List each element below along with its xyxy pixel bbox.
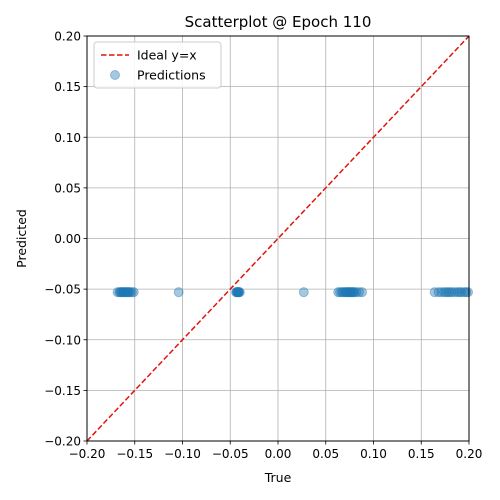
- prediction-point: [119, 287, 130, 298]
- ideal-line-layer: [86, 35, 470, 442]
- y-axis-title: Predicted: [14, 209, 29, 268]
- prediction-point: [298, 287, 309, 298]
- prediction-point: [115, 287, 126, 298]
- x-tick-label: −0.15: [116, 447, 153, 461]
- y-axis-ticks: −0.20 −0.15 −0.10 −0.05 0.00 0.05 0.10 0.15 0.20: [44, 30, 87, 449]
- prediction-point: [124, 287, 135, 298]
- prediction-point: [128, 287, 139, 298]
- legend-ideal-label: Ideal y=x: [137, 48, 197, 63]
- x-tick-label: 0.05: [312, 447, 339, 461]
- y-tick-label: −0.20: [44, 435, 81, 449]
- prediction-point: [454, 287, 465, 298]
- prediction-point: [118, 287, 129, 298]
- x-axis-ticks: −0.20 −0.15 −0.10 −0.05 0.00 0.05 0.10 0.15 0.20: [69, 441, 483, 461]
- x-tick-label: −0.05: [212, 447, 249, 461]
- prediction-point: [233, 287, 244, 298]
- y-tick-label: 0.20: [54, 30, 81, 44]
- prediction-point: [337, 287, 348, 298]
- x-tick-label: 0.10: [360, 447, 387, 461]
- prediction-point: [436, 287, 447, 298]
- prediction-point: [446, 287, 457, 298]
- prediction-point: [349, 287, 360, 298]
- prediction-point: [232, 287, 243, 298]
- prediction-point: [112, 287, 123, 298]
- y-tick-label: 0.05: [54, 181, 81, 195]
- prediction-point: [342, 287, 353, 298]
- prediction-points: [112, 287, 474, 298]
- x-tick-label: 0.20: [456, 447, 483, 461]
- x-tick-label: 0.15: [408, 447, 435, 461]
- prediction-point: [461, 287, 472, 298]
- prediction-point: [231, 287, 242, 298]
- prediction-point: [339, 287, 350, 298]
- y-tick-label: −0.05: [44, 283, 81, 297]
- prediction-point: [333, 287, 344, 298]
- prediction-point: [173, 287, 184, 298]
- prediction-point: [442, 287, 453, 298]
- prediction-point: [341, 287, 352, 298]
- prediction-point: [114, 287, 125, 298]
- prediction-point: [126, 287, 137, 298]
- prediction-point: [336, 287, 347, 298]
- ideal-line: [86, 35, 470, 442]
- chart-title: Scatterplot @ Epoch 110: [185, 13, 372, 31]
- prediction-point: [232, 287, 243, 298]
- prediction-point: [344, 287, 355, 298]
- y-tick-label: 0.00: [54, 232, 81, 246]
- legend-predictions-marker: [110, 70, 120, 80]
- legend-box: [93, 41, 222, 89]
- prediction-point: [124, 287, 135, 298]
- prediction-point: [231, 287, 242, 298]
- x-tick-label: −0.10: [164, 447, 201, 461]
- prediction-point: [439, 287, 450, 298]
- prediction-point: [463, 287, 474, 298]
- prediction-point: [354, 287, 365, 298]
- prediction-point: [121, 287, 132, 298]
- prediction-point: [441, 287, 452, 298]
- prediction-point: [456, 287, 467, 298]
- x-axis-title: True: [264, 470, 292, 485]
- prediction-point: [230, 287, 241, 298]
- y-tick-label: −0.10: [44, 333, 81, 347]
- prediction-point: [233, 287, 244, 298]
- prediction-point: [234, 287, 245, 298]
- prediction-point: [449, 287, 460, 298]
- y-tick-label: 0.10: [54, 131, 81, 145]
- prediction-point: [345, 287, 356, 298]
- prediction-point: [433, 287, 444, 298]
- legend: Ideal y=x Predictions: [93, 41, 222, 89]
- prediction-point: [429, 287, 440, 298]
- y-tick-label: −0.15: [44, 384, 81, 398]
- prediction-point: [357, 287, 368, 298]
- grid: [86, 35, 470, 442]
- prediction-point: [343, 287, 354, 298]
- prediction-point: [122, 287, 133, 298]
- prediction-point: [117, 287, 128, 298]
- prediction-point: [123, 287, 134, 298]
- prediction-point: [444, 287, 455, 298]
- prediction-point: [120, 287, 131, 298]
- prediction-point: [347, 287, 358, 298]
- prediction-point: [351, 287, 362, 298]
- prediction-point: [335, 287, 346, 298]
- y-tick-label: 0.15: [54, 80, 81, 94]
- x-tick-label: 0.00: [265, 447, 292, 461]
- prediction-point: [116, 287, 127, 298]
- x-tick-label: −0.20: [69, 447, 106, 461]
- prediction-point: [452, 287, 463, 298]
- prediction-point: [340, 287, 351, 298]
- plot-area: [86, 35, 474, 442]
- prediction-point: [346, 287, 357, 298]
- legend-predictions-label: Predictions: [137, 68, 206, 83]
- prediction-point: [348, 287, 359, 298]
